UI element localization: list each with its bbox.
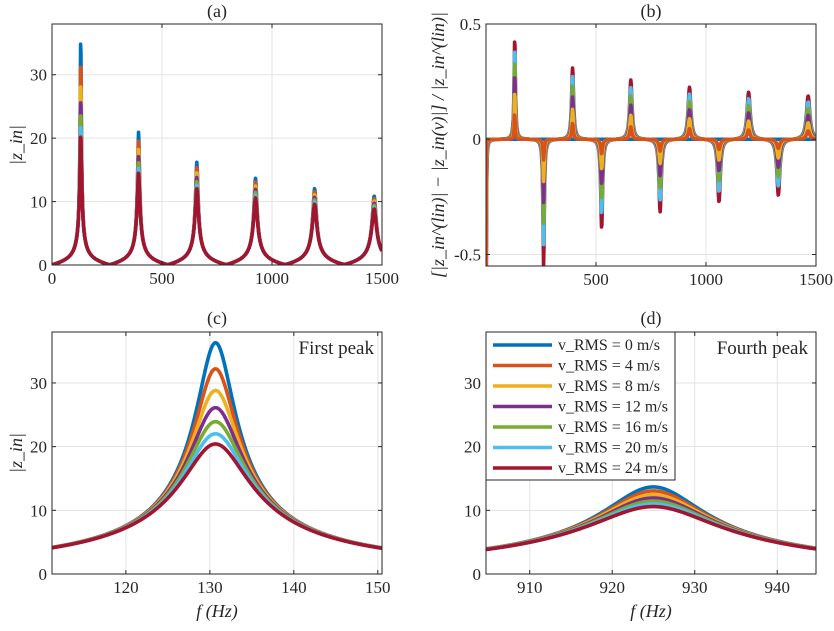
x-tick-label: 130	[197, 578, 223, 597]
y-axis-label: [|z_in^(lin)| − |z_in(v)|] / |z_in^(lin)…	[428, 12, 449, 278]
x-tick-label: 500	[149, 269, 175, 288]
y-axis-label: |z_in|	[6, 125, 26, 165]
x-tick-label: 1500	[365, 269, 399, 288]
x-tick-label: 940	[764, 578, 790, 597]
y-axis-label: |z_in|	[6, 433, 26, 473]
axes-box	[51, 23, 383, 266]
y-tick-label: 0	[39, 565, 48, 584]
y-tick-label: 30	[30, 374, 47, 393]
curves	[486, 485, 816, 552]
axes-box	[51, 331, 383, 575]
x-tick-label: 0	[48, 269, 57, 288]
y-tick-label: 20	[30, 129, 47, 148]
plot-area	[486, 24, 816, 266]
x-axis-label: f (Hz)	[196, 601, 238, 622]
legend-item: v_RMS = 0 m/s	[493, 337, 660, 354]
panel-a: 0 500 1000 1500 0 10 20 30 (a) |z_in|	[6, 1, 399, 288]
y-tick-label: 10	[464, 501, 481, 520]
legend-item: v_RMS = 12 m/s	[493, 399, 668, 416]
x-tick-label: 1000	[689, 270, 723, 289]
legend-label: v_RMS = 20 m/s	[558, 440, 668, 457]
legend-label: v_RMS = 8 m/s	[558, 378, 660, 395]
peak-annotation: First peak	[299, 338, 375, 359]
legend-item: v_RMS = 20 m/s	[493, 440, 668, 457]
panel-title: (d)	[641, 308, 662, 329]
series-line-v-rms-4-m-s	[486, 113, 816, 266]
y-tick-label: 20	[464, 438, 481, 457]
series-line-v-rms-24-m-s	[52, 442, 382, 551]
panel-title: (b)	[641, 1, 662, 22]
panel-b: 500 1000 1500 -0.5 0 0.5 (b) [|z_in^(lin)| − |z…	[428, 1, 833, 289]
legend-label: v_RMS = 12 m/s	[558, 399, 668, 416]
legend: v_RMS = 0 m/s v_RMS = 4 m/s v_RMS = 8 m/s v…	[485, 331, 676, 481]
legend-item: v_RMS = 16 m/s	[493, 419, 668, 436]
legend-item: v_RMS = 24 m/s	[493, 460, 668, 477]
y-tick-label: 0	[473, 565, 482, 584]
x-tick-label: 140	[281, 578, 307, 597]
peak-annotation: Fourth peak	[717, 338, 809, 359]
y-tick-label: 30	[30, 66, 47, 85]
y-tick-label: 10	[30, 501, 47, 520]
y-tick-label: 30	[464, 374, 481, 393]
y-tick-label: 20	[30, 438, 47, 457]
legend-label: v_RMS = 0 m/s	[558, 337, 660, 354]
curves	[486, 40, 816, 266]
plot-area	[52, 24, 382, 265]
x-tick-label: 920	[599, 578, 625, 597]
x-tick-label: 120	[113, 578, 139, 597]
curves	[52, 42, 382, 265]
legend-item: v_RMS = 4 m/s	[493, 358, 660, 375]
series-line-v-rms-24-m-s	[52, 135, 382, 265]
panel-d: 910 920 930 940 0 10 20 30 (d) f (Hz) Fourth peak v…	[464, 308, 817, 622]
legend-label: v_RMS = 4 m/s	[558, 358, 660, 375]
panel-title: (a)	[207, 1, 227, 22]
x-tick-label: 150	[365, 578, 391, 597]
legend-label: v_RMS = 24 m/s	[558, 460, 668, 477]
x-tick-label: 930	[682, 578, 708, 597]
y-tick-label: -0.5	[454, 245, 481, 264]
axes-box	[485, 23, 817, 267]
y-tick-label: 0	[473, 130, 482, 149]
curves	[52, 340, 382, 551]
x-tick-label: 910	[517, 578, 543, 597]
legend-item: v_RMS = 8 m/s	[493, 378, 660, 395]
legend-label: v_RMS = 16 m/s	[558, 419, 668, 436]
panel-title: (c)	[207, 308, 227, 329]
y-tick-label: 10	[30, 193, 47, 212]
y-tick-label: 0.5	[460, 15, 481, 34]
x-axis-label: f (Hz)	[630, 601, 672, 622]
x-tick-label: 1500	[799, 270, 833, 289]
x-tick-label: 500	[583, 270, 609, 289]
x-tick-label: 1000	[255, 269, 289, 288]
y-tick-label: 0	[39, 256, 48, 275]
panel-c: 120 130 140 150 0 10 20 30 (c) f (Hz) |z_in| First …	[6, 308, 391, 622]
series-line-v-rms-24-m-s	[486, 504, 816, 552]
